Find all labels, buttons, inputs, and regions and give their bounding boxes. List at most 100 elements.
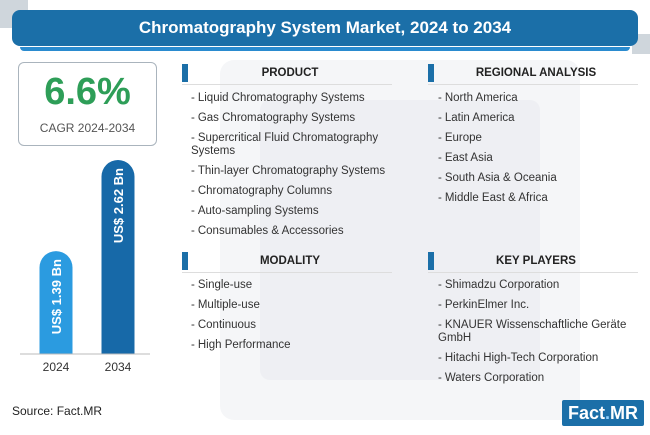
- product-item-text: Chromatography Columns: [197, 185, 333, 197]
- modality-list: - Single-use - Multiple-use - Continuous - High…: [191, 279, 396, 359]
- cagr-value: 6.6%: [44, 71, 131, 113]
- factmr-logo: Fact. MR: [562, 400, 645, 426]
- modality-list-item: - Continuous: [191, 319, 396, 339]
- players-list-item: - PerkinElmer Inc.: [438, 299, 638, 319]
- bar-value-label: US$ 2.62 Bn: [111, 168, 126, 243]
- modality-item-text: Single-use: [197, 279, 253, 291]
- players-list-item: - Waters Corporation: [438, 372, 638, 392]
- section-accent: [428, 64, 434, 82]
- players-item-text: Waters Corporation: [444, 372, 545, 384]
- players-item-text: Shimadzu Corporation: [444, 279, 560, 291]
- bullet-dash: -: [438, 319, 442, 331]
- logo-dot: .: [605, 402, 611, 423]
- bullet-dash: -: [438, 279, 442, 291]
- source-note: Source: Fact.MR: [12, 404, 103, 418]
- players-item-text: Hitachi High-Tech Corporation: [444, 352, 599, 364]
- logo-text-left: Fact: [568, 402, 606, 423]
- modality-list-item: - Single-use: [191, 279, 396, 299]
- product-list-item: - Liquid Chromatography Systems: [191, 92, 396, 112]
- product-list-item: - Supercritical Fluid Chromatography Syst…: [191, 132, 396, 165]
- regional-item-text: East Asia: [444, 152, 493, 164]
- players-item-text: PerkinElmer Inc.: [444, 299, 530, 311]
- modality-item-text: Continuous: [197, 319, 257, 331]
- modality-list-item: - Multiple-use: [191, 299, 396, 319]
- market-bar-chart: US$ 1.39 Bn 2024 US$ 2.62 Bn 2034: [20, 160, 150, 374]
- cagr-card: 6.6% CAGR 2024-2034: [18, 62, 157, 146]
- section-modality-header: MODALITY: [182, 252, 392, 270]
- regional-list-item: - Latin America: [438, 112, 638, 132]
- x-tick-label: 2024: [43, 360, 70, 374]
- bullet-dash: -: [438, 352, 442, 364]
- bullet-dash: -: [438, 152, 442, 164]
- section-accent: [182, 64, 188, 82]
- bullet-dash: -: [191, 279, 195, 291]
- product-list-item: - Auto-sampling Systems: [191, 205, 396, 225]
- page-title: Chromatography System Market, 2024 to 20…: [138, 18, 512, 37]
- product-item-text: Gas Chromatography Systems: [197, 112, 356, 124]
- product-item-text: Supercritical Fluid Chromatography Syste…: [191, 132, 379, 157]
- players-list-item: - Shimadzu Corporation: [438, 279, 638, 299]
- product-item-text: Thin-layer Chromatography Systems: [197, 165, 386, 177]
- bullet-dash: -: [438, 372, 442, 384]
- section-players-title: KEY PLAYERS: [496, 255, 576, 267]
- regional-list-item: - East Asia: [438, 152, 638, 172]
- product-item-text: Consumables & Accessories: [197, 225, 344, 237]
- regional-list-item: - Europe: [438, 132, 638, 152]
- regional-item-text: Europe: [444, 132, 482, 144]
- product-list: - Liquid Chromatography Systems - Gas Chrom…: [191, 92, 396, 245]
- players-list-item: - Hitachi High-Tech Corporation: [438, 352, 638, 372]
- players-list-item: - KNAUER Wissenschaftliche Geräte GmbH: [438, 319, 638, 352]
- regional-item-text: Latin America: [444, 112, 515, 124]
- bullet-dash: -: [191, 112, 195, 124]
- bullet-dash: -: [438, 132, 442, 144]
- product-item-text: Auto-sampling Systems: [197, 205, 319, 217]
- modality-item-text: Multiple-use: [197, 299, 260, 311]
- modality-list-item: - High Performance: [191, 339, 396, 359]
- regional-item-text: South Asia & Oceania: [444, 172, 557, 184]
- divider: [428, 272, 638, 273]
- section-modality-title: MODALITY: [259, 255, 321, 267]
- bullet-dash: -: [438, 192, 442, 204]
- cagr-label: CAGR 2024-2034: [39, 121, 136, 135]
- section-players-header: KEY PLAYERS: [428, 252, 638, 270]
- logo-text-right: MR: [610, 402, 639, 423]
- section-regional-title: REGIONAL ANALYSIS: [475, 67, 597, 79]
- section-accent: [428, 252, 434, 270]
- regional-list-item: - Middle East & Africa: [438, 192, 638, 212]
- divider: [182, 272, 392, 273]
- x-tick-label: 2034: [105, 360, 132, 374]
- section-product-header: PRODUCT: [182, 64, 392, 82]
- section-accent: [182, 252, 188, 270]
- product-list-item: - Gas Chromatography Systems: [191, 112, 396, 132]
- product-list-item: - Chromatography Columns: [191, 185, 396, 205]
- section-regional-header: REGIONAL ANALYSIS: [428, 64, 638, 82]
- bullet-dash: -: [191, 132, 195, 144]
- bullet-dash: -: [438, 92, 442, 104]
- players-list: - Shimadzu Corporation - PerkinElmer Inc. - K…: [438, 279, 638, 392]
- regional-item-text: Middle East & Africa: [444, 192, 548, 204]
- background-decoration-inner: [260, 100, 540, 380]
- bullet-dash: -: [191, 165, 195, 177]
- regional-list-item: - North America: [438, 92, 638, 112]
- divider: [428, 84, 638, 85]
- bullet-dash: -: [438, 112, 442, 124]
- bullet-dash: -: [191, 319, 195, 331]
- bullet-dash: -: [191, 92, 195, 104]
- product-list-item: - Thin-layer Chromatography Systems: [191, 165, 396, 185]
- bullet-dash: -: [438, 299, 442, 311]
- regional-list-item: - South Asia & Oceania: [438, 172, 638, 192]
- regional-item-text: North America: [444, 92, 518, 104]
- product-item-text: Liquid Chromatography Systems: [197, 92, 365, 104]
- bullet-dash: -: [191, 185, 195, 197]
- bullet-dash: -: [191, 299, 195, 311]
- bar-value-label: US$ 1.39 Bn: [49, 259, 64, 334]
- bullet-dash: -: [191, 339, 195, 351]
- modality-item-text: High Performance: [197, 339, 291, 351]
- product-list-item: - Consumables & Accessories: [191, 225, 396, 245]
- bullet-dash: -: [191, 205, 195, 217]
- bar-2034: [101, 160, 135, 354]
- bar-2024: [39, 251, 73, 354]
- bullet-dash: -: [438, 172, 442, 184]
- players-item-text: KNAUER Wissenschaftliche Geräte GmbH: [438, 319, 627, 344]
- regional-list: - North America - Latin America - Europe - East…: [438, 92, 638, 212]
